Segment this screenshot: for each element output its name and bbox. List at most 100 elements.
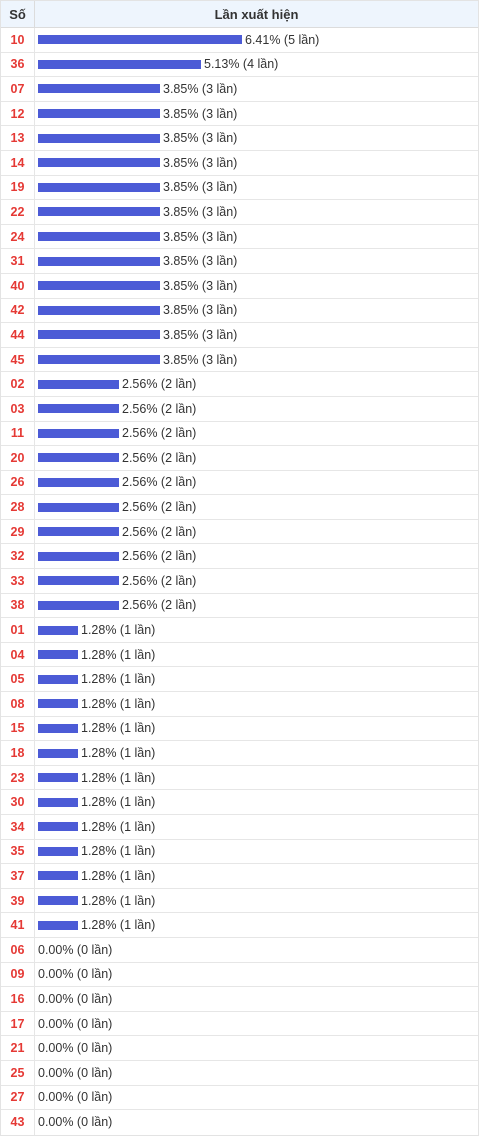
table-row: 23 1.28% (1 lần)	[1, 765, 478, 791]
table-row: 14 3.85% (3 lần)	[1, 150, 478, 176]
frequency-label: 2.56% (2 lần)	[122, 401, 197, 416]
frequency-bar	[38, 650, 78, 660]
frequency-bar	[38, 133, 160, 143]
frequency-bar	[38, 35, 242, 45]
row-number: 06	[1, 937, 35, 962]
row-number: 18	[1, 741, 35, 765]
frequency-bar	[38, 109, 160, 119]
frequency-label: 2.56% (2 lần)	[122, 598, 197, 613]
bar-cell: 3.85% (3 lần)	[35, 348, 478, 372]
frequency-label: 2.56% (2 lần)	[122, 426, 197, 441]
table-row: 27 0.00% (0 lần)	[1, 1085, 478, 1111]
bar-cell: 5.13% (4 lần)	[35, 53, 478, 77]
row-number: 32	[1, 544, 35, 569]
row-number: 38	[1, 593, 35, 618]
frequency-bar	[38, 281, 160, 291]
row-number: 17	[1, 1011, 35, 1036]
bar-cell: 2.56% (2 lần)	[35, 471, 478, 495]
bar-cell: 1.28% (1 lần)	[35, 667, 478, 691]
row-number: 26	[1, 470, 35, 495]
bar-cell: 2.56% (2 lần)	[35, 446, 478, 470]
bar-cell: 1.28% (1 lần)	[35, 741, 478, 765]
bar-cell: 1.28% (1 lần)	[35, 790, 478, 814]
table-row: 07 3.85% (3 lần)	[1, 77, 478, 102]
frequency-bar	[38, 625, 78, 635]
frequency-label: 3.85% (3 lần)	[163, 131, 238, 146]
frequency-bar	[38, 748, 78, 758]
bar-cell: 3.85% (3 lần)	[35, 200, 478, 224]
row-number: 42	[1, 298, 35, 323]
frequency-label: 0.00% (0 lần)	[38, 1090, 113, 1105]
table-row: 19 3.85% (3 lần)	[1, 175, 478, 201]
frequency-bar	[38, 674, 78, 684]
frequency-bar	[38, 207, 160, 217]
bar-cell: 0.00% (0 lần)	[35, 963, 478, 987]
table-row: 03 2.56% (2 lần)	[1, 396, 478, 422]
row-number: 29	[1, 519, 35, 544]
bar-cell: 0.00% (0 lần)	[35, 987, 478, 1011]
table-row: 10 6.41% (5 lần)	[1, 28, 478, 53]
frequency-bar	[38, 379, 119, 389]
row-number: 01	[1, 618, 35, 642]
row-number: 09	[1, 962, 35, 987]
row-number: 22	[1, 200, 35, 224]
frequency-bar	[38, 59, 201, 69]
row-number: 20	[1, 446, 35, 470]
frequency-label: 2.56% (2 lần)	[122, 377, 197, 392]
row-number: 05	[1, 667, 35, 692]
table-row: 13 3.85% (3 lần)	[1, 126, 478, 151]
frequency-label: 2.56% (2 lần)	[122, 450, 197, 465]
table-row: 09 0.00% (0 lần)	[1, 962, 478, 988]
frequency-label: 3.85% (3 lần)	[163, 180, 238, 195]
frequency-bar	[38, 551, 119, 561]
bar-cell: 0.00% (0 lần)	[35, 1012, 478, 1036]
bar-cell: 2.56% (2 lần)	[35, 594, 478, 618]
table-row: 45 3.85% (3 lần)	[1, 347, 478, 373]
table-row: 06 0.00% (0 lần)	[1, 937, 478, 963]
frequency-label: 2.56% (2 lần)	[122, 475, 197, 490]
bar-cell: 1.28% (1 lần)	[35, 692, 478, 716]
row-number: 15	[1, 716, 35, 741]
bar-cell: 3.85% (3 lần)	[35, 323, 478, 347]
bar-cell: 1.28% (1 lần)	[35, 815, 478, 839]
row-number: 10	[1, 28, 35, 52]
row-number: 35	[1, 839, 35, 864]
frequency-label: 2.56% (2 lần)	[122, 573, 197, 588]
table-row: 36 5.13% (4 lần)	[1, 52, 478, 78]
table-row: 26 2.56% (2 lần)	[1, 470, 478, 496]
bar-cell: 0.00% (0 lần)	[35, 1061, 478, 1085]
table-row: 37 1.28% (1 lần)	[1, 864, 478, 889]
frequency-label: 1.28% (1 lần)	[81, 844, 156, 859]
row-number: 12	[1, 101, 35, 126]
bar-cell: 3.85% (3 lần)	[35, 225, 478, 249]
table-row: 41 1.28% (1 lần)	[1, 913, 478, 938]
frequency-label: 0.00% (0 lần)	[38, 967, 113, 982]
table-row: 42 3.85% (3 lần)	[1, 298, 478, 324]
bar-cell: 2.56% (2 lần)	[35, 495, 478, 519]
bar-cell: 3.85% (3 lần)	[35, 77, 478, 101]
table-row: 30 1.28% (1 lần)	[1, 790, 478, 815]
row-number: 13	[1, 126, 35, 150]
frequency-label: 1.28% (1 lần)	[81, 918, 156, 933]
table-row: 18 1.28% (1 lần)	[1, 741, 478, 766]
bar-cell: 0.00% (0 lần)	[35, 1086, 478, 1110]
frequency-bar	[38, 256, 160, 266]
bar-cell: 2.56% (2 lần)	[35, 372, 478, 396]
row-number: 24	[1, 224, 35, 249]
frequency-bar	[38, 502, 119, 512]
table-row: 20 2.56% (2 lần)	[1, 446, 478, 471]
frequency-label: 1.28% (1 lần)	[81, 647, 156, 662]
row-number: 45	[1, 347, 35, 372]
bar-cell: 3.85% (3 lần)	[35, 151, 478, 175]
row-number: 07	[1, 77, 35, 101]
frequency-label: 1.28% (1 lần)	[81, 696, 156, 711]
frequency-bar	[38, 723, 78, 733]
bar-cell: 3.85% (3 lần)	[35, 299, 478, 323]
bar-cell: 2.56% (2 lần)	[35, 569, 478, 593]
bar-cell: 3.85% (3 lần)	[35, 274, 478, 298]
frequency-label: 0.00% (0 lần)	[38, 1041, 113, 1056]
bar-cell: 2.56% (2 lần)	[35, 397, 478, 421]
header-count: Lần xuất hiện	[214, 6, 299, 22]
frequency-label: 2.56% (2 lần)	[122, 500, 197, 515]
table-row: 31 3.85% (3 lần)	[1, 249, 478, 274]
